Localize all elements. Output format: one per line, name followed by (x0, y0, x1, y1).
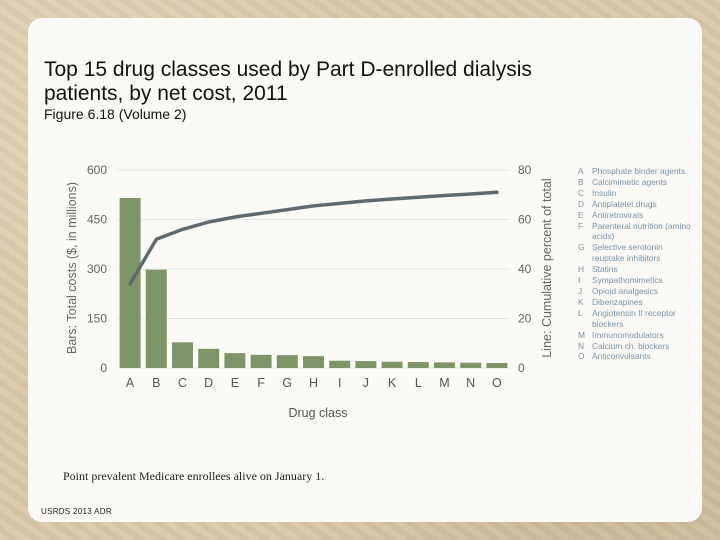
bar-h (303, 356, 324, 368)
bar-f (250, 354, 272, 368)
legend-key: E (578, 209, 584, 220)
legend-label: Angiotensin II receptor blockers (592, 307, 676, 329)
legend-item: K Dibenzapines (578, 297, 696, 308)
x-tick-label: G (282, 376, 292, 390)
x-tick-label: H (309, 376, 318, 390)
legend-key: G (578, 242, 585, 253)
x-tick-label: I (338, 376, 341, 390)
legend-key: I (578, 275, 581, 286)
legend-key: M (578, 329, 585, 340)
bar-k (381, 361, 403, 368)
x-tick-label: E (231, 376, 239, 390)
legend-key: L (578, 307, 583, 318)
y-tick-left-label: 300 (87, 262, 107, 276)
y-tick-left-label: 0 (100, 361, 107, 375)
legend-label: Dibenzapines (592, 296, 643, 307)
footnote: Point prevalent Medicare enrollees alive… (63, 469, 325, 483)
x-axis-label: Drug class (288, 406, 347, 420)
x-tick-label: K (388, 376, 397, 390)
legend-item: O Anticonvulsants (578, 351, 696, 362)
legend-label: Selective serotonin reuptake inhibitors (592, 242, 663, 264)
bar-j (355, 361, 377, 368)
y-tick-right-label: 20 (518, 312, 532, 326)
x-tick-label: B (152, 376, 160, 390)
legend-label: Immunomodulators (592, 329, 664, 340)
legend-label: Sympathomimetics (592, 275, 663, 286)
y-tick-right-label: 0 (518, 361, 525, 375)
legend-label: Opioid analgesics (592, 285, 659, 296)
y-tick-right-label: 40 (518, 262, 532, 276)
x-tick-label: N (466, 376, 475, 390)
legend-item: N Calcium ch. blockers (578, 341, 696, 352)
legend-key: C (578, 187, 585, 198)
legend-item: I Sympathomimetics (578, 275, 696, 286)
legend-label: Calcium ch. blockers (592, 340, 670, 351)
x-tick-label: J (363, 376, 369, 390)
bar-e (224, 353, 246, 368)
legend-label: Antiplatelet drugs (592, 198, 657, 209)
legend-item: G Selective serotonin reuptake inhibitors (578, 242, 696, 264)
legend-key: B (578, 176, 584, 187)
bar-d (198, 348, 220, 368)
legend-key: N (578, 340, 585, 351)
legend-item: M Immunomodulators (578, 330, 696, 341)
x-tick-label: M (439, 376, 449, 390)
bar-b (145, 269, 167, 368)
figure-caption: Figure 6.18 (Volume 2) (44, 106, 187, 122)
legend-key: O (578, 351, 585, 362)
legend-label: Statins (592, 264, 618, 275)
x-tick-label: L (415, 376, 422, 390)
legend-key: H (578, 264, 585, 275)
legend-item: B Calcimimetic agents (578, 177, 696, 188)
legend-item: F Parenteral nutrition (amino acids) (578, 221, 696, 243)
legend-key: A (578, 166, 584, 176)
bar-m (434, 362, 455, 368)
bar-c (172, 342, 193, 368)
source-label: USRDS 2013 ADR (41, 507, 112, 516)
legend-label: Phosphate binder agents (592, 166, 686, 176)
legend-item: J Opioid analgesics (578, 286, 696, 297)
legend-key: K (578, 296, 584, 307)
bar-o (486, 363, 508, 368)
y-axis-right-label: Line: Cumulative percent of total (540, 178, 554, 357)
bar-g (276, 355, 298, 368)
bar-i (329, 360, 351, 368)
legend-item: C Insulin (578, 188, 696, 199)
legend-label: Parenteral nutrition (amino acids) (592, 220, 691, 242)
cumulative-percent-line (128, 190, 499, 286)
y-tick-right-label: 80 (518, 163, 532, 177)
x-tick-label: A (126, 376, 135, 390)
legend-item: D Antiplatelet drugs (578, 199, 696, 210)
y-tick-left-label: 600 (87, 163, 107, 177)
legend-key: F (578, 220, 584, 231)
legend-item: L Angiotensin II receptor blockers (578, 308, 696, 330)
legend-key: J (578, 285, 583, 296)
legend: A Phosphate binder agents B Calcimimetic ag… (578, 166, 696, 362)
legend-item: E Antiretrovirals (578, 210, 696, 221)
y-tick-left-label: 150 (87, 312, 107, 326)
x-tick-label: C (178, 376, 187, 390)
legend-label: Calcimimetic agents (592, 176, 667, 187)
legend-item: H Statins (578, 264, 696, 275)
bar-l (407, 362, 429, 368)
legend-label: Insulin (592, 187, 617, 198)
bar-n (460, 362, 482, 368)
legend-key: D (578, 198, 585, 209)
legend-label: Anticonvulsants (592, 351, 651, 362)
legend-item: A Phosphate binder agents (578, 166, 696, 177)
y-axis-left-label: Bars: Total costs ($, in millions) (65, 182, 79, 354)
x-tick-label: F (257, 376, 265, 390)
y-tick-left-label: 450 (87, 213, 107, 227)
legend-label: Antiretrovirals (592, 209, 644, 220)
x-tick-label: O (492, 376, 502, 390)
y-tick-right-label: 60 (518, 213, 532, 227)
x-tick-label: D (204, 376, 213, 390)
slide-title: Top 15 drug classes used by Part D-enrol… (44, 58, 532, 105)
